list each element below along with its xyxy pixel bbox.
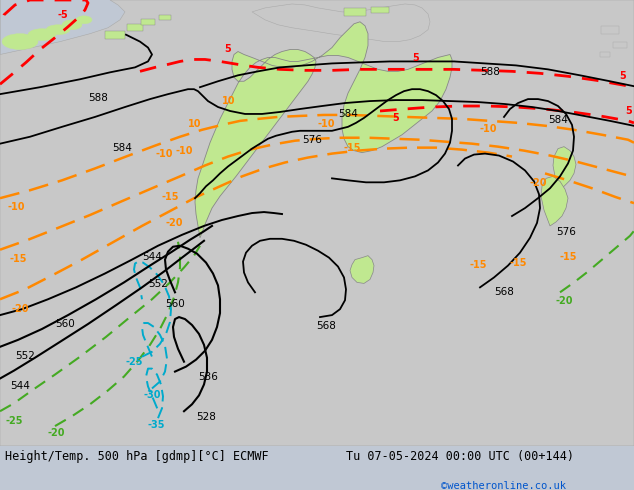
- Text: -20: -20: [556, 296, 574, 306]
- Polygon shape: [553, 147, 576, 190]
- Polygon shape: [141, 19, 155, 25]
- Text: -20: -20: [12, 304, 30, 314]
- Text: -10: -10: [175, 146, 193, 156]
- Polygon shape: [613, 42, 627, 48]
- Ellipse shape: [28, 29, 56, 41]
- Ellipse shape: [2, 34, 38, 49]
- Text: 536: 536: [198, 371, 218, 382]
- Text: 552: 552: [15, 351, 35, 361]
- Text: 10: 10: [222, 96, 235, 106]
- Text: -25: -25: [125, 357, 143, 367]
- Text: 584: 584: [338, 109, 358, 119]
- Text: -15: -15: [10, 254, 27, 264]
- Text: -10: -10: [155, 148, 172, 159]
- Text: 5: 5: [619, 71, 626, 81]
- Polygon shape: [159, 15, 171, 20]
- Text: 544: 544: [142, 251, 162, 262]
- Text: -10: -10: [318, 119, 335, 129]
- Text: 568: 568: [316, 321, 336, 331]
- Text: 584: 584: [112, 143, 132, 152]
- Text: 588: 588: [88, 93, 108, 103]
- Text: -30: -30: [143, 391, 160, 400]
- Polygon shape: [127, 24, 143, 31]
- Text: 5: 5: [392, 113, 399, 123]
- Text: -25: -25: [5, 416, 22, 426]
- Text: Tu 07-05-2024 00:00 UTC (00+144): Tu 07-05-2024 00:00 UTC (00+144): [346, 450, 574, 463]
- Text: -20: -20: [48, 428, 65, 438]
- Text: 5: 5: [224, 44, 231, 53]
- Text: 560: 560: [165, 299, 184, 309]
- Polygon shape: [371, 7, 389, 13]
- Text: 10: 10: [188, 119, 202, 129]
- Text: 5: 5: [625, 106, 631, 116]
- Text: Height/Temp. 500 hPa [gdmp][°C] ECMWF: Height/Temp. 500 hPa [gdmp][°C] ECMWF: [5, 450, 269, 463]
- Text: 576: 576: [556, 227, 576, 237]
- Text: -15: -15: [510, 258, 527, 268]
- Text: ©weatheronline.co.uk: ©weatheronline.co.uk: [441, 481, 566, 490]
- Text: 552: 552: [148, 279, 168, 290]
- Text: -15: -15: [344, 143, 361, 152]
- Polygon shape: [600, 52, 610, 57]
- Text: -15: -15: [560, 251, 578, 262]
- Text: 568: 568: [494, 287, 514, 297]
- Polygon shape: [252, 4, 430, 42]
- Polygon shape: [601, 26, 619, 34]
- Text: -10: -10: [8, 202, 25, 212]
- Polygon shape: [350, 256, 374, 283]
- Ellipse shape: [46, 25, 70, 35]
- Text: -5: -5: [58, 10, 68, 20]
- Ellipse shape: [76, 16, 92, 24]
- Text: -10: -10: [480, 124, 498, 134]
- Text: -15: -15: [162, 192, 179, 202]
- Polygon shape: [0, 0, 634, 446]
- Polygon shape: [0, 0, 88, 287]
- Text: -20: -20: [530, 178, 548, 188]
- Text: 576: 576: [302, 135, 322, 145]
- Polygon shape: [344, 8, 366, 16]
- Text: 584: 584: [548, 115, 568, 125]
- Ellipse shape: [62, 20, 82, 30]
- Text: 528: 528: [196, 412, 216, 422]
- Text: -20: -20: [165, 218, 183, 228]
- Text: -35: -35: [147, 420, 164, 430]
- Text: 560: 560: [55, 319, 75, 329]
- Polygon shape: [105, 31, 125, 39]
- Polygon shape: [541, 176, 568, 226]
- Text: 5: 5: [412, 53, 418, 63]
- Text: 588: 588: [480, 67, 500, 77]
- Polygon shape: [195, 22, 452, 238]
- Text: -15: -15: [470, 260, 488, 270]
- Text: 544: 544: [10, 381, 30, 392]
